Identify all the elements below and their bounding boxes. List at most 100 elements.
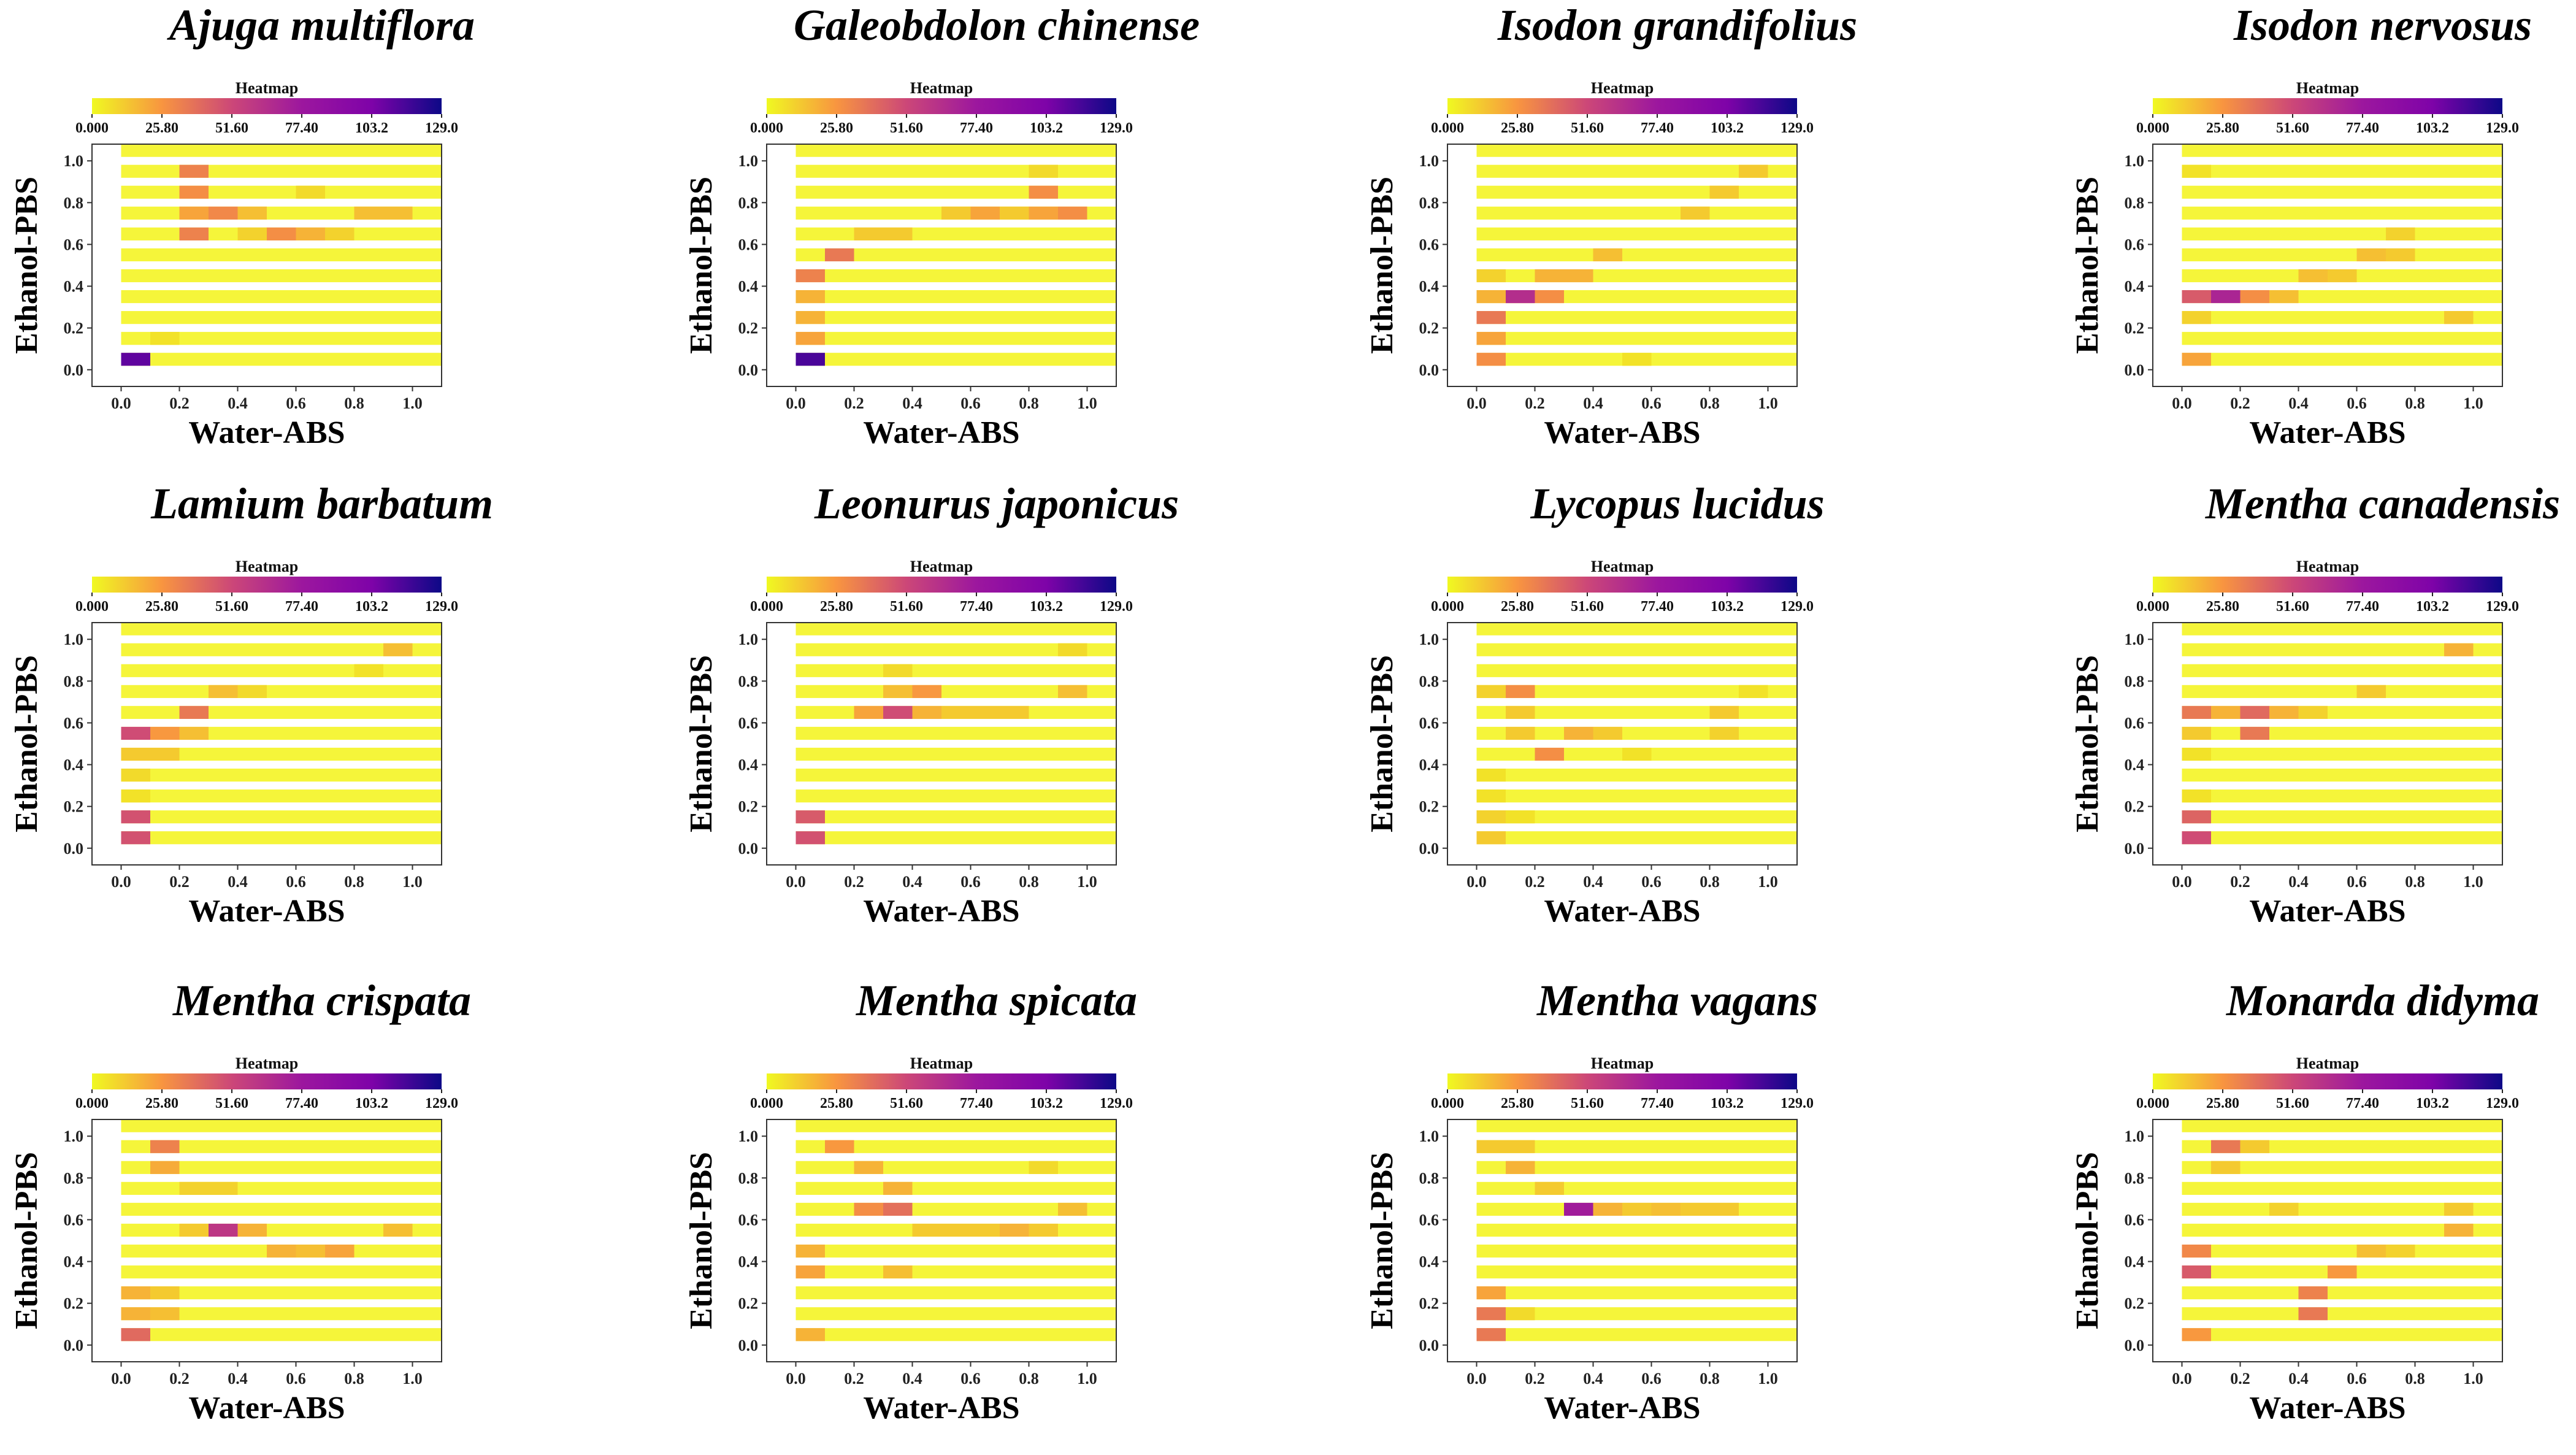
heatmap-row <box>2182 1202 2502 1216</box>
heatmap-cell <box>912 685 941 698</box>
colorbar-tick-label: 25.80 <box>2206 599 2239 615</box>
y-axis-title: Ethanol-PBS <box>684 177 719 354</box>
x-tick-label: 1.0 <box>1077 1370 1097 1388</box>
y-tick-label: 0.2 <box>738 798 759 816</box>
heatmap-cell <box>2444 643 2474 656</box>
heatmap-row <box>795 1307 1116 1321</box>
y-tick-label: 0.8 <box>2125 1169 2145 1187</box>
x-tick-label: 0.4 <box>902 1370 922 1388</box>
colorbar-tick-label: 0.000 <box>75 599 109 615</box>
x-tick-label: 0.6 <box>2347 394 2367 412</box>
panel-title: Lycopus lucidus <box>1530 479 1825 528</box>
heatmap-cell <box>1506 1307 1535 1321</box>
heatmap-row <box>1476 248 1797 262</box>
heatmap-cell <box>209 206 238 220</box>
axes-frame <box>2152 622 2503 866</box>
y-axis-title: Ethanol-PBS <box>2070 1152 2105 1329</box>
heatmap-cell <box>825 248 854 262</box>
colorbar-tick-label: 25.80 <box>1501 120 1534 136</box>
colorbar-tick-label: 51.60 <box>2276 120 2309 136</box>
x-tick-label: 0.0 <box>2172 1370 2192 1388</box>
heatmap-row <box>2182 185 2502 199</box>
x-tick-label: 0.0 <box>786 394 806 412</box>
y-axis-title: Ethanol-PBS <box>2070 177 2105 354</box>
y-axis-title: Ethanol-PBS <box>2070 655 2105 832</box>
y-tick-label: 0.8 <box>738 1169 759 1187</box>
heatmap-row <box>2182 144 2502 157</box>
heatmap-row <box>121 248 442 262</box>
colorbar <box>1447 98 1797 114</box>
colorbar-tick-label: 51.60 <box>890 120 923 136</box>
colorbar-label: Heatmap <box>236 558 299 575</box>
heatmap-panel: Galeobdolon chinense Heatmap 0.000 25.80 51.… <box>675 0 1319 480</box>
axes-frame <box>2152 1119 2503 1362</box>
x-tick-label: 0.6 <box>960 394 981 412</box>
colorbar <box>92 1073 442 1089</box>
x-axis-title: Water-ABS <box>188 1391 345 1426</box>
x-tick-label: 0.8 <box>1700 394 1720 412</box>
heatmap-cell <box>179 185 209 199</box>
heatmap-row <box>795 164 1116 178</box>
plot-area <box>1447 1119 1797 1362</box>
heatmap-row <box>795 643 1116 656</box>
heatmap-row <box>121 269 442 283</box>
y-tick-label: 0.8 <box>64 672 84 690</box>
x-tick-label: 0.2 <box>844 394 864 412</box>
axes-frame <box>91 1119 442 1362</box>
heatmap-row <box>1476 206 1797 220</box>
y-tick-label: 0.0 <box>64 1337 84 1354</box>
x-tick-label: 1.0 <box>2463 1370 2483 1388</box>
heatmap-cell <box>1476 1328 1506 1342</box>
colorbar-tick-label: 77.40 <box>1641 599 1674 615</box>
colorbar <box>767 98 1116 114</box>
heatmap-cell <box>1029 1223 1058 1237</box>
y-tick-label: 0.2 <box>1419 1295 1439 1313</box>
colorbar-tick-label: 77.40 <box>2346 1096 2379 1111</box>
axes-frame <box>766 622 1117 866</box>
heatmap-cell <box>1681 206 1710 220</box>
colorbar-tick-label: 103.2 <box>355 120 388 136</box>
heatmap-cell <box>354 664 383 677</box>
colorbar-tick-label: 25.80 <box>2206 120 2239 136</box>
y-tick-label: 0.6 <box>64 236 84 253</box>
plot-area <box>2153 1119 2502 1362</box>
y-tick-label: 0.0 <box>1419 1337 1439 1354</box>
heatmap-cell <box>121 831 150 845</box>
heatmap-row <box>2182 1181 2502 1195</box>
heatmap-row <box>2182 643 2502 656</box>
x-axis-title: Water-ABS <box>1544 1391 1700 1426</box>
heatmap-panel: Isodon nervosus Heatmap 0.000 25.80 51.60 77.… <box>2061 0 2576 480</box>
heatmap-cell <box>1622 353 1652 366</box>
heatmap-cell <box>2328 1265 2357 1279</box>
y-tick-label: 1.0 <box>1419 631 1439 648</box>
heatmap-cell <box>795 269 825 283</box>
x-tick-label: 0.2 <box>2230 394 2250 412</box>
heatmap-panel: Mentha canadensis Heatmap 0.000 25.80 51.60 7… <box>2061 478 2576 958</box>
heatmap-cell <box>267 1244 296 1258</box>
heatmap-cell <box>237 206 267 220</box>
x-tick-label: 0.6 <box>1641 873 1662 891</box>
heatmap-cell <box>354 206 383 220</box>
heatmap-cell <box>2182 164 2211 178</box>
colorbar-label: Heatmap <box>910 79 973 97</box>
x-tick-label: 0.8 <box>344 394 364 412</box>
heatmap-cell <box>795 1265 825 1279</box>
heatmap-row <box>1476 643 1797 656</box>
heatmap-cell <box>1622 1202 1652 1216</box>
heatmap-row <box>2182 789 2502 803</box>
y-tick-label: 1.0 <box>738 152 759 170</box>
x-tick-label: 0.8 <box>1019 1370 1039 1388</box>
heatmap-row <box>1476 1328 1797 1342</box>
heatmap-cell <box>912 1223 941 1237</box>
heatmap-cell <box>150 332 180 345</box>
y-tick-label: 0.2 <box>2125 1295 2145 1313</box>
heatmap-row <box>795 726 1116 740</box>
heatmap-row <box>121 1161 442 1174</box>
x-tick-label: 1.0 <box>2463 873 2483 891</box>
colorbar-tick-label: 25.80 <box>2206 1096 2239 1111</box>
heatmap-row <box>795 144 1116 157</box>
heatmap-cell <box>970 1223 1000 1237</box>
x-axis-title: Water-ABS <box>188 415 345 450</box>
heatmap-svg: Heatmap 0.000 25.80 51.60 77.40 103.2 129.0 0.0… <box>2070 1054 2519 1426</box>
heatmap-row <box>1476 1307 1797 1321</box>
